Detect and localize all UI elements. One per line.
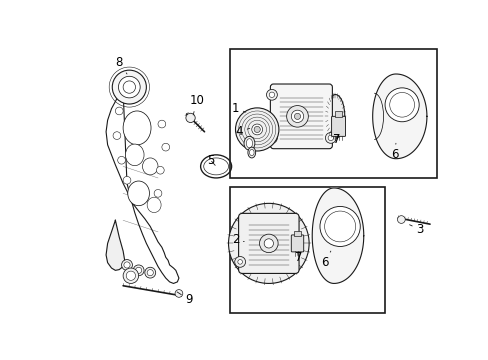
Circle shape [175,289,183,297]
Text: 6: 6 [390,143,397,161]
Circle shape [156,166,164,174]
Circle shape [266,89,277,100]
Circle shape [115,107,123,115]
Circle shape [325,132,336,143]
Circle shape [254,126,260,132]
Circle shape [158,120,165,128]
Circle shape [319,206,360,247]
Circle shape [259,234,278,253]
Circle shape [294,113,300,120]
Ellipse shape [127,181,149,206]
Ellipse shape [203,158,228,175]
Ellipse shape [125,144,144,166]
Circle shape [118,156,125,164]
Text: 1: 1 [231,102,245,115]
Text: 2: 2 [231,233,244,246]
Circle shape [266,132,277,143]
Circle shape [123,268,138,283]
Circle shape [235,108,278,151]
Polygon shape [106,220,124,270]
Circle shape [123,81,135,93]
Circle shape [123,262,130,268]
Circle shape [154,189,162,197]
Ellipse shape [244,136,254,150]
Circle shape [118,76,140,98]
Text: 3: 3 [409,223,423,236]
Circle shape [237,260,242,264]
Bar [230,49,436,178]
Text: 6: 6 [320,251,330,269]
Ellipse shape [325,95,344,138]
Text: 4: 4 [235,125,249,138]
Circle shape [147,270,153,276]
Text: 9: 9 [177,292,192,306]
Polygon shape [372,74,426,159]
Circle shape [122,260,132,270]
Ellipse shape [246,139,252,148]
Circle shape [123,176,131,184]
Circle shape [269,92,274,98]
Ellipse shape [249,149,254,156]
Circle shape [133,265,144,276]
Ellipse shape [247,147,255,158]
Circle shape [397,216,405,223]
FancyBboxPatch shape [238,213,299,274]
Polygon shape [312,188,363,283]
Bar [230,187,384,313]
Ellipse shape [142,158,158,175]
Circle shape [113,132,121,139]
Circle shape [286,105,308,127]
Circle shape [228,203,308,283]
Text: 10: 10 [189,94,204,115]
FancyBboxPatch shape [291,235,303,252]
Text: 7: 7 [294,251,302,264]
Circle shape [251,124,262,135]
Circle shape [264,239,273,248]
Circle shape [162,143,169,151]
Circle shape [126,271,135,280]
Circle shape [112,70,146,104]
Circle shape [291,110,303,122]
Text: 7: 7 [332,133,339,146]
Ellipse shape [147,197,161,213]
Text: 8: 8 [115,56,127,74]
Circle shape [234,256,245,267]
Circle shape [135,267,142,274]
Circle shape [144,267,155,278]
Text: 5: 5 [206,154,215,167]
Circle shape [384,88,418,122]
Bar [334,111,342,117]
FancyBboxPatch shape [331,116,345,136]
Ellipse shape [123,111,151,145]
Bar [294,231,300,236]
FancyBboxPatch shape [270,84,332,149]
Circle shape [327,135,333,141]
Circle shape [269,135,274,141]
Circle shape [185,113,195,122]
